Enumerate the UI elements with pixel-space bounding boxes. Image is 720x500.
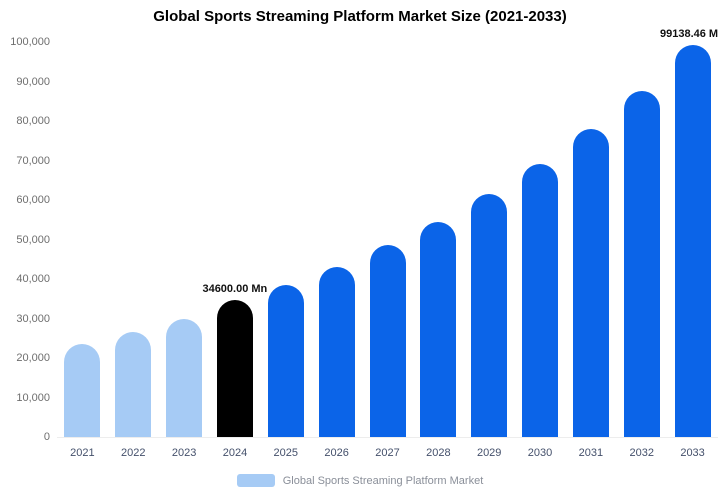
x-tick-label: 2023 <box>171 447 197 459</box>
bar-2024[interactable] <box>216 300 253 437</box>
y-tick-label: 40,000 <box>16 273 50 285</box>
x-tick-label: 2024 <box>222 447 248 459</box>
bar-2027[interactable] <box>369 245 406 437</box>
y-tick-label: 20,000 <box>16 352 50 364</box>
data-label-2033: 99138.46 M <box>660 28 719 41</box>
x-tick-label: 2021 <box>70 447 95 459</box>
bar-2025[interactable] <box>267 284 304 437</box>
y-tick-label: 60,000 <box>16 194 50 206</box>
x-tick-label: 2022 <box>121 447 146 459</box>
x-tick-label: 2031 <box>578 447 604 459</box>
bar-2032[interactable] <box>623 91 660 437</box>
bar-2029[interactable] <box>471 194 508 437</box>
legend-label: Global Sports Streaming Platform Market <box>282 474 484 487</box>
x-tick-label: 2030 <box>527 447 553 459</box>
x-tick-label: 2027 <box>375 447 400 459</box>
x-tick-label: 2032 <box>629 447 654 459</box>
legend-swatch <box>236 474 275 487</box>
x-tick-label: 2026 <box>324 447 349 459</box>
bar-2021[interactable] <box>64 344 101 437</box>
y-tick-label: 100,000 <box>10 36 50 48</box>
legend-item[interactable]: Global Sports Streaming Platform Market <box>0 474 720 487</box>
x-tick-label: 2028 <box>426 447 451 459</box>
x-tick-label: 2025 <box>273 447 299 459</box>
x-axis-line <box>57 437 718 438</box>
x-tick-label: 2033 <box>680 447 705 459</box>
y-tick-label: 10,000 <box>16 391 50 404</box>
bar-2026[interactable] <box>318 267 355 437</box>
bar-2023[interactable] <box>166 318 203 437</box>
y-tick-label: 80,000 <box>16 115 50 127</box>
y-tick-label: 50,000 <box>16 233 50 246</box>
x-tick-label: 2029 <box>476 447 502 459</box>
y-tick-label: 30,000 <box>16 312 50 325</box>
data-label-2024: 34600.00 Mn <box>202 283 268 296</box>
bar-2031[interactable] <box>572 128 609 437</box>
y-tick-label: 70,000 <box>16 154 50 167</box>
plot-area <box>57 42 718 437</box>
bar-2022[interactable] <box>115 331 152 437</box>
bar-2030[interactable] <box>522 164 559 437</box>
y-tick-label: 90,000 <box>16 75 50 88</box>
chart-title: Global Sports Streaming Platform Market … <box>153 8 567 25</box>
y-tick-label: 0 <box>43 431 50 443</box>
bar-2028[interactable] <box>420 221 457 437</box>
bar-2033[interactable] <box>674 45 711 437</box>
